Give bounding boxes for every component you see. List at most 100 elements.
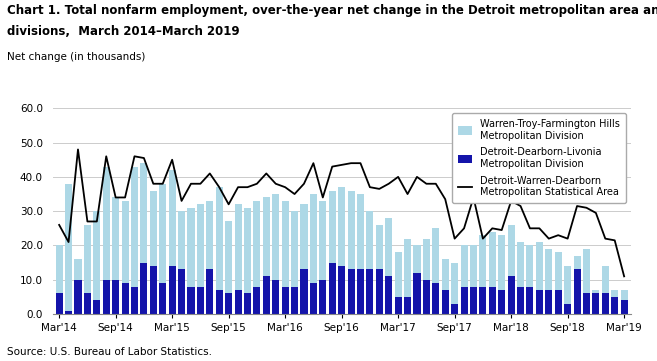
- Bar: [357, 194, 364, 269]
- Bar: [545, 290, 553, 314]
- Text: divisions,  March 2014–March 2019: divisions, March 2014–March 2019: [7, 25, 239, 38]
- Bar: [84, 293, 91, 314]
- Bar: [385, 218, 392, 277]
- Bar: [84, 225, 91, 293]
- Bar: [300, 269, 307, 314]
- Bar: [555, 252, 562, 290]
- Bar: [602, 266, 609, 293]
- Bar: [169, 266, 175, 314]
- Bar: [451, 263, 458, 304]
- Bar: [225, 293, 232, 314]
- Bar: [442, 259, 449, 290]
- Bar: [432, 229, 440, 283]
- Bar: [508, 225, 514, 277]
- Bar: [395, 252, 401, 297]
- Text: Chart 1. Total nonfarm employment, over-the-year net change in the Detroit metro: Chart 1. Total nonfarm employment, over-…: [7, 4, 657, 17]
- Bar: [131, 167, 138, 287]
- Bar: [564, 304, 571, 314]
- Bar: [338, 187, 345, 266]
- Bar: [423, 239, 430, 280]
- Bar: [357, 269, 364, 314]
- Bar: [489, 232, 496, 287]
- Bar: [197, 204, 204, 287]
- Bar: [395, 297, 401, 314]
- Bar: [150, 266, 157, 314]
- Bar: [310, 283, 317, 314]
- Bar: [263, 277, 270, 314]
- Bar: [574, 256, 581, 269]
- Bar: [112, 280, 119, 314]
- Text: Net change (in thousands): Net change (in thousands): [7, 52, 145, 62]
- Bar: [602, 293, 609, 314]
- Bar: [197, 287, 204, 314]
- Bar: [112, 197, 119, 280]
- Bar: [254, 201, 260, 287]
- Bar: [74, 280, 81, 314]
- Bar: [93, 300, 101, 314]
- Bar: [526, 245, 533, 287]
- Bar: [74, 259, 81, 280]
- Bar: [122, 283, 129, 314]
- Bar: [254, 287, 260, 314]
- Bar: [282, 201, 288, 287]
- Bar: [187, 287, 194, 314]
- Bar: [413, 273, 420, 314]
- Bar: [423, 280, 430, 314]
- Bar: [470, 287, 477, 314]
- Bar: [65, 310, 72, 314]
- Bar: [56, 293, 62, 314]
- Bar: [122, 201, 129, 283]
- Bar: [461, 245, 468, 287]
- Bar: [338, 266, 345, 314]
- Bar: [150, 191, 157, 266]
- Bar: [432, 283, 440, 314]
- Bar: [291, 211, 298, 287]
- Bar: [187, 208, 194, 287]
- Bar: [319, 201, 327, 280]
- Bar: [545, 249, 553, 290]
- Bar: [244, 293, 251, 314]
- Bar: [310, 194, 317, 283]
- Bar: [244, 208, 251, 293]
- Bar: [141, 263, 147, 314]
- Bar: [611, 297, 618, 314]
- Bar: [593, 290, 599, 293]
- Bar: [178, 269, 185, 314]
- Bar: [131, 287, 138, 314]
- Bar: [328, 263, 336, 314]
- Bar: [159, 283, 166, 314]
- Text: Source: U.S. Bureau of Labor Statistics.: Source: U.S. Bureau of Labor Statistics.: [7, 347, 212, 357]
- Bar: [574, 269, 581, 314]
- Bar: [300, 204, 307, 269]
- Bar: [367, 269, 373, 314]
- Bar: [263, 197, 270, 277]
- Bar: [141, 163, 147, 263]
- Bar: [225, 221, 232, 293]
- Bar: [169, 170, 175, 266]
- Legend: Warren-Troy-Farmington Hills
Metropolitan Division, Detroit-Dearborn-Livonia
Met: Warren-Troy-Farmington Hills Metropolita…: [452, 113, 626, 203]
- Bar: [235, 290, 242, 314]
- Bar: [272, 194, 279, 280]
- Bar: [564, 266, 571, 304]
- Bar: [555, 290, 562, 314]
- Bar: [442, 290, 449, 314]
- Bar: [376, 225, 383, 269]
- Bar: [93, 211, 101, 300]
- Bar: [215, 290, 223, 314]
- Bar: [583, 249, 590, 293]
- Bar: [102, 280, 110, 314]
- Bar: [480, 287, 486, 314]
- Bar: [498, 290, 505, 314]
- Bar: [517, 287, 524, 314]
- Bar: [272, 280, 279, 314]
- Bar: [56, 245, 62, 293]
- Bar: [328, 191, 336, 263]
- Bar: [235, 204, 242, 290]
- Bar: [215, 187, 223, 290]
- Bar: [367, 211, 373, 269]
- Bar: [470, 245, 477, 287]
- Bar: [480, 235, 486, 287]
- Bar: [621, 290, 627, 300]
- Bar: [376, 269, 383, 314]
- Bar: [348, 191, 355, 269]
